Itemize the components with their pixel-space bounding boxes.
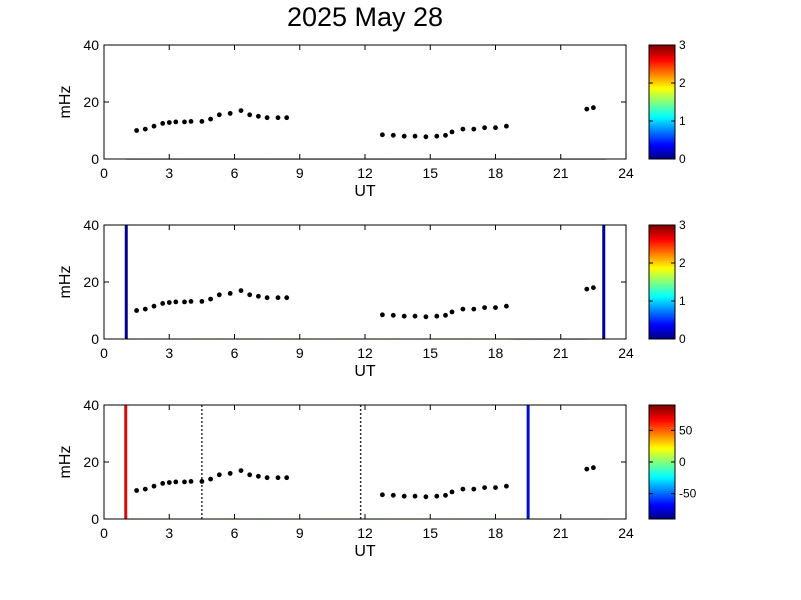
chart-title: 2025 May 28 [286, 2, 444, 32]
